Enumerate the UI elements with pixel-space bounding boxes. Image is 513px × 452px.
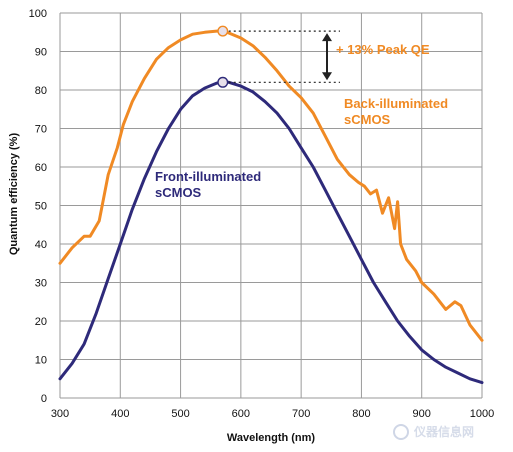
- y-tick-label: 20: [35, 316, 47, 328]
- watermark-text: 仪器信息网: [413, 424, 474, 439]
- back-illuminated-label-line1: Back-illuminated: [344, 96, 448, 111]
- y-tick-label: 0: [41, 393, 47, 405]
- y-tick-label: 10: [35, 355, 47, 367]
- y-tick-label: 90: [35, 47, 47, 59]
- front-peak-marker: [217, 76, 229, 88]
- x-tick-label: 600: [232, 408, 250, 420]
- y-tick-label: 60: [35, 162, 47, 174]
- series: [58, 29, 484, 385]
- x-tick-label: 400: [111, 408, 129, 420]
- front-illuminated-series-line: [58, 80, 484, 385]
- watermark: 仪器信息网: [393, 424, 474, 440]
- x-tick-label: 500: [171, 408, 189, 420]
- axes: 0 10 20 30 40 50 60 70 80 90 100 300 400 500 600 700 800…: [29, 8, 495, 420]
- back-peak-marker: [217, 25, 229, 37]
- y-tick-label: 30: [35, 278, 47, 290]
- y-tick-label: 70: [35, 124, 47, 136]
- front-illuminated-label-line1: Front-illuminated: [155, 169, 261, 184]
- y-tick-label: 50: [35, 201, 47, 213]
- back-illuminated-label-line2: sCMOS: [344, 112, 391, 127]
- x-tick-label: 300: [51, 408, 69, 420]
- arrow-down-icon: [322, 72, 332, 81]
- x-tick-label: 700: [292, 408, 310, 420]
- y-tick-label: 100: [29, 8, 47, 20]
- y-tick-label: 40: [35, 239, 47, 251]
- grid: [59, 12, 483, 399]
- x-tick-label: 1000: [470, 408, 494, 420]
- x-axis-title: Wavelength (nm): [227, 432, 316, 444]
- x-tick-label: 800: [352, 408, 370, 420]
- arrow-up-icon: [322, 33, 332, 42]
- back-illuminated-series-line: [58, 29, 484, 342]
- x-tick-label: 900: [413, 408, 431, 420]
- front-illuminated-label-line2: sCMOS: [155, 185, 202, 200]
- peak-qe-annotation: + 13% Peak QE: [336, 42, 430, 57]
- y-axis-title: Quantum efficiency (%): [8, 133, 20, 256]
- annotation-group: [228, 30, 340, 83]
- watermark-logo-icon: [393, 424, 409, 440]
- y-tick-label: 80: [35, 85, 47, 97]
- peak-markers: [217, 25, 229, 88]
